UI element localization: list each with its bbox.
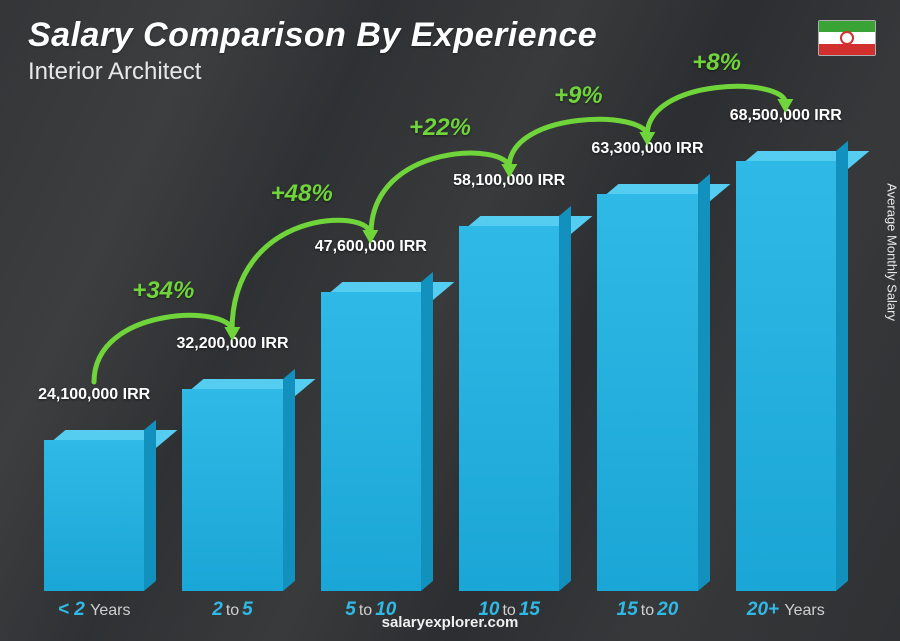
footer-attribution: salaryexplorer.com	[0, 614, 900, 631]
bar-value-label: 32,200,000 IRR	[176, 335, 288, 353]
bar-value-label: 47,600,000 IRR	[315, 238, 427, 256]
increase-label: +8%	[692, 49, 741, 77]
bar-0: 24,100,000 IRR< 2 Years	[30, 100, 158, 591]
bar-value-label: 24,100,000 IRR	[38, 386, 150, 404]
bar-5: 68,500,000 IRR20+ Years	[722, 100, 850, 591]
bar-value-label: 63,300,000 IRR	[591, 140, 703, 158]
salary-bar-chart: 24,100,000 IRR< 2 Years32,200,000 IRR2to…	[30, 100, 850, 591]
infographic-canvas: Salary Comparison By Experience Interior…	[0, 0, 900, 641]
page-title: Salary Comparison By Experience	[28, 16, 597, 55]
bar-3: 58,100,000 IRR10to15	[445, 100, 573, 591]
bar-1: 32,200,000 IRR2to5	[168, 100, 296, 591]
y-axis-label: Average Monthly Salary	[885, 183, 900, 321]
bar-4: 63,300,000 IRR15to20	[583, 100, 711, 591]
page-subtitle: Interior Architect	[28, 58, 201, 86]
iran-flag-icon	[818, 20, 876, 56]
bar-2: 47,600,000 IRR5to10	[307, 100, 435, 591]
bar-value-label: 58,100,000 IRR	[453, 172, 565, 190]
bar-value-label: 68,500,000 IRR	[730, 107, 842, 125]
